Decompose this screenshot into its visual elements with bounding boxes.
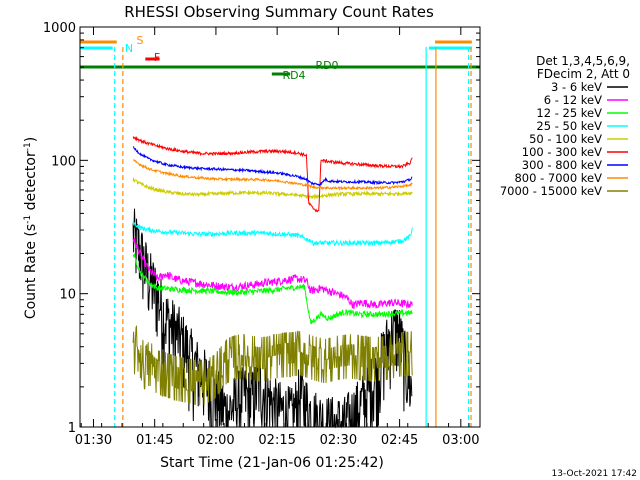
legend-label-6-12-kev: 6 - 12 keV	[544, 93, 602, 107]
legend-label-7000-15000-kev: 7000 - 15000 keV	[500, 184, 602, 198]
y-axis-title-post: )	[23, 137, 39, 142]
legend-label-100-300-kev: 100 - 300 keV	[522, 145, 602, 159]
flag-label-n: N	[125, 42, 133, 55]
legend-label-50-100-kev: 50 - 100 keV	[529, 132, 602, 146]
vline-layer	[114, 47, 472, 427]
y-axis-title-pre: Count Rate (s	[23, 224, 39, 319]
y-tick-label-1000: 1000	[43, 21, 76, 36]
x-tick-label-02-00: 02:00	[197, 433, 234, 448]
series-line-25-50-kev	[132, 220, 413, 247]
plot-frame	[79, 26, 481, 428]
legend-label-300-800-kev: 300 - 800 keV	[522, 158, 602, 172]
series-line-6-12-kev	[132, 238, 413, 310]
flag-label-rd4: RD4	[282, 69, 305, 82]
y-axis-title-mid: detector	[23, 151, 39, 215]
tick-layer: 01:30 01:45 02:00 02:15 02:30 02:45 03:00 1 10 10…	[43, 21, 480, 448]
series-line-12-25-kev	[132, 252, 413, 325]
flag-label-f: F	[154, 51, 160, 64]
series-line-7000-15000-kev	[132, 324, 413, 406]
x-tick-label-01-30: 01:30	[75, 433, 112, 448]
x-tick-label-02-15: 02:15	[258, 433, 295, 448]
legend-header-line-1: Det 1,3,4,5,6,9,	[536, 54, 630, 68]
legend-label-12-25-kev: 12 - 25 keV	[536, 106, 602, 120]
series-line-800-7000-kev	[133, 159, 413, 191]
legend-label-800-7000-kev: 800 - 7000 keV	[514, 171, 602, 185]
x-tick-label-03-00: 03:00	[442, 433, 479, 448]
x-tick-label-02-30: 02:30	[320, 433, 357, 448]
legend-header-line-2: FDecim 2, Att 0	[537, 67, 630, 81]
chart-title: RHESSI Observing Summary Count Rates	[124, 3, 434, 21]
legend-label-25-50-kev: 25 - 50 keV	[536, 119, 602, 133]
flag-label-rd0: RD0	[315, 59, 338, 72]
x-tick-label-02-45: 02:45	[381, 433, 418, 448]
x-axis-title: Start Time (21-Jan-06 01:25:42)	[160, 455, 384, 471]
series-line-100-300-kev	[132, 135, 413, 213]
y-axis-title-sup2: -1	[23, 142, 33, 151]
flag-label-s: S	[137, 34, 144, 47]
y-tick-label-10: 10	[59, 288, 76, 303]
y-tick-label-1: 1	[68, 421, 76, 436]
legend: Det 1,3,4,5,6,9, FDecim 2, Att 0 3 - 6 k…	[500, 54, 630, 198]
generated-timestamp: 13-Oct-2021 17:42	[552, 469, 637, 479]
flag-layer: SN F RD0 RD4	[80, 34, 480, 82]
y-axis-title-sup1: -1	[23, 215, 33, 224]
y-tick-label-100: 100	[51, 154, 76, 169]
series-line-50-100-kev	[132, 177, 413, 201]
x-tick-label-01-45: 01:45	[136, 433, 173, 448]
y-axis-title: Count Rate (s-1 detector-1)	[23, 137, 39, 319]
legend-label-3-6-kev: 3 - 6 keV	[551, 80, 602, 94]
series-line-300-800-kev	[133, 146, 413, 187]
